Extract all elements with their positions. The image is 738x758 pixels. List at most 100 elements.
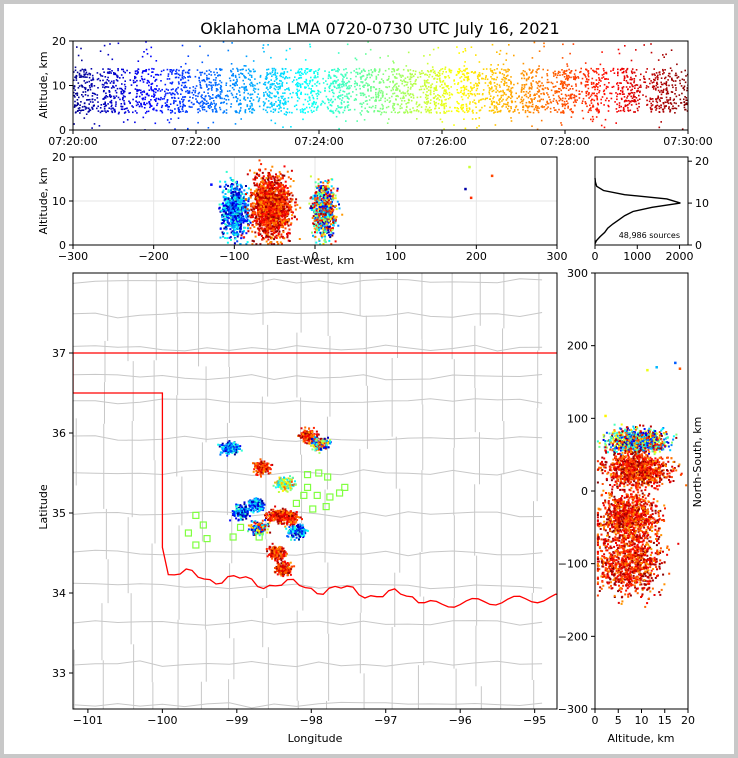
time-altitude-source <box>74 66 77 69</box>
time-altitude-source <box>578 93 580 95</box>
time-altitude-source <box>540 93 542 95</box>
time-altitude-source <box>525 79 528 82</box>
time-altitude-source <box>100 110 103 112</box>
eastwest-source <box>236 220 239 223</box>
eastwest-source <box>220 203 223 206</box>
time-altitude-source <box>666 101 668 103</box>
time-altitude-source <box>463 89 465 92</box>
time-altitude-source <box>318 68 321 70</box>
time-altitude-source <box>187 76 190 78</box>
eastwest-source <box>289 197 292 200</box>
eastwest-source <box>230 192 233 195</box>
time-altitude-source <box>557 95 560 97</box>
time-altitude-source <box>630 91 633 94</box>
time-altitude-source <box>402 92 405 95</box>
time-altitude-source <box>214 83 217 86</box>
time-altitude-source <box>307 100 309 103</box>
time-altitude-source <box>456 89 458 91</box>
eastwest-source <box>240 185 243 187</box>
time-altitude-source <box>78 76 81 78</box>
time-altitude-source <box>490 70 492 72</box>
time-altitude-source <box>284 97 286 100</box>
time-altitude-source <box>625 71 628 74</box>
time-altitude-source <box>215 97 218 99</box>
time-altitude-source <box>137 71 139 73</box>
time-altitude-source <box>150 55 152 58</box>
time-altitude-source <box>306 68 309 70</box>
time-altitude-source <box>122 97 124 99</box>
time-altitude-source <box>403 84 406 87</box>
time-altitude-source <box>395 89 397 91</box>
time-altitude-source <box>291 81 294 83</box>
time-altitude-source <box>433 70 436 73</box>
time-altitude-source <box>155 60 158 62</box>
time-altitude-source <box>637 99 639 102</box>
time-altitude-source <box>368 95 370 97</box>
time-altitude-source <box>337 105 339 107</box>
time-altitude-source <box>656 78 659 81</box>
time-altitude-source <box>200 95 202 98</box>
time-altitude-source <box>236 78 238 81</box>
time-altitude-source <box>460 96 463 98</box>
time-altitude-source <box>174 97 176 99</box>
time-altitude-source <box>293 105 296 108</box>
time-altitude-source <box>300 77 303 79</box>
time-altitude-source <box>375 78 378 80</box>
time-altitude-source <box>433 100 435 103</box>
eastwest-source <box>226 205 229 208</box>
eastwest-source <box>261 194 264 197</box>
time-altitude-source <box>226 90 229 92</box>
eastwest-source <box>277 224 280 227</box>
time-altitude-source <box>627 110 630 112</box>
time-altitude-source <box>467 72 470 74</box>
time-altitude-source <box>462 110 464 112</box>
time-altitude-source <box>392 102 395 105</box>
time-altitude-source <box>281 85 284 87</box>
time-altitude-source <box>660 104 662 106</box>
time-altitude-source <box>145 41 147 43</box>
time-altitude-source <box>78 96 80 99</box>
time-altitude-source <box>368 99 371 101</box>
time-altitude-source <box>616 98 618 101</box>
time-altitude-source <box>461 107 464 110</box>
time-altitude-source <box>359 92 362 94</box>
time-altitude-source <box>122 95 125 97</box>
time-altitude-source <box>394 83 397 86</box>
time-altitude-source <box>108 80 110 82</box>
time-altitude-source <box>651 98 654 100</box>
time-altitude-source <box>485 97 487 100</box>
time-altitude-source <box>442 104 444 106</box>
time-altitude-source <box>580 82 583 85</box>
time-altitude-source <box>117 112 120 115</box>
time-altitude-source <box>399 97 402 100</box>
time-altitude-source <box>83 86 86 89</box>
eastwest-source <box>234 190 237 193</box>
time-altitude-source <box>83 73 85 76</box>
time-altitude-source <box>677 105 680 107</box>
eastwest-source <box>236 227 239 230</box>
time-altitude-source <box>424 83 426 85</box>
time-altitude-source <box>631 92 634 94</box>
time-altitude-source <box>209 98 211 100</box>
time-altitude-source <box>664 77 666 80</box>
eastwest-source <box>241 230 244 233</box>
time-altitude-source <box>401 82 403 85</box>
eastwest-source <box>296 203 299 206</box>
time-altitude-source <box>522 62 525 65</box>
time-altitude-source <box>82 86 84 88</box>
time-altitude-source <box>585 84 588 86</box>
time-altitude-source <box>384 100 386 103</box>
eastwest-source <box>277 191 280 193</box>
time-altitude-source <box>241 68 243 71</box>
time-altitude-source <box>601 96 604 98</box>
time-altitude-source <box>367 111 370 113</box>
eastwest-source <box>253 219 256 222</box>
eastwest-source <box>240 216 242 219</box>
time-altitude-source <box>670 103 673 105</box>
time-altitude-source <box>497 103 499 106</box>
time-altitude-source <box>672 99 675 102</box>
eastwest-source <box>256 176 258 179</box>
time-altitude-source <box>237 70 239 72</box>
eastwest-source <box>227 184 229 187</box>
